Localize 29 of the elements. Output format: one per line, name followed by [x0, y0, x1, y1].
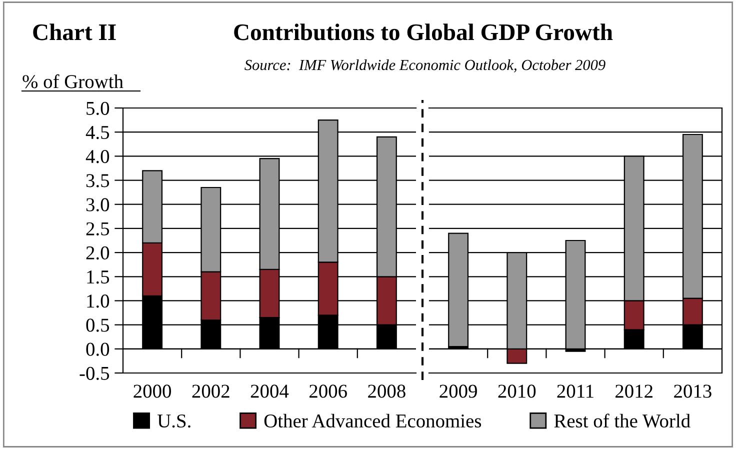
y-tick-label: 2.5 — [86, 222, 110, 236]
legend-label: Other Advanced Economies — [264, 414, 482, 428]
chart-title: Contributions to Global GDP Growth — [234, 24, 613, 40]
x-tick-label: 2009 — [440, 384, 477, 398]
x-tick-label: 2013 — [674, 384, 712, 398]
x-tick-label: 2010 — [498, 384, 536, 398]
y-tick-label: 0.0 — [86, 342, 110, 356]
x-tick-label: 2002 — [192, 384, 230, 398]
y-axis-title: % of Growth — [22, 74, 124, 88]
y-tick-label: 4.5 — [86, 126, 110, 140]
y-tick-label: -0.5 — [80, 366, 110, 380]
x-tick-label: 2012 — [616, 384, 652, 398]
x-tick-label: 2004 — [250, 384, 289, 398]
chart-subtitle: Chart II — [33, 24, 116, 40]
y-tick-label: 3.0 — [86, 198, 110, 212]
y-tick-label: 3.5 — [86, 174, 110, 188]
legend-label: U.S. — [157, 414, 190, 428]
x-tick-label: 2006 — [310, 384, 347, 398]
y-tick-label: 2.0 — [86, 246, 110, 260]
source-note: Source: IMF Worldwide Economic Outlook, October 2009 — [244, 59, 606, 72]
x-tick-label: 2008 — [368, 384, 406, 398]
x-tick-label: 2000 — [134, 384, 172, 398]
legend-label: Rest of the World — [554, 414, 690, 428]
y-tick-label: 0.5 — [86, 318, 110, 332]
y-tick-label: 5.0 — [86, 102, 110, 116]
x-tick-label: 2011 — [557, 384, 594, 398]
y-tick-label: 1.5 — [87, 270, 110, 284]
y-tick-label: 4.0 — [86, 150, 110, 164]
y-tick-label: 1.0 — [87, 294, 110, 308]
